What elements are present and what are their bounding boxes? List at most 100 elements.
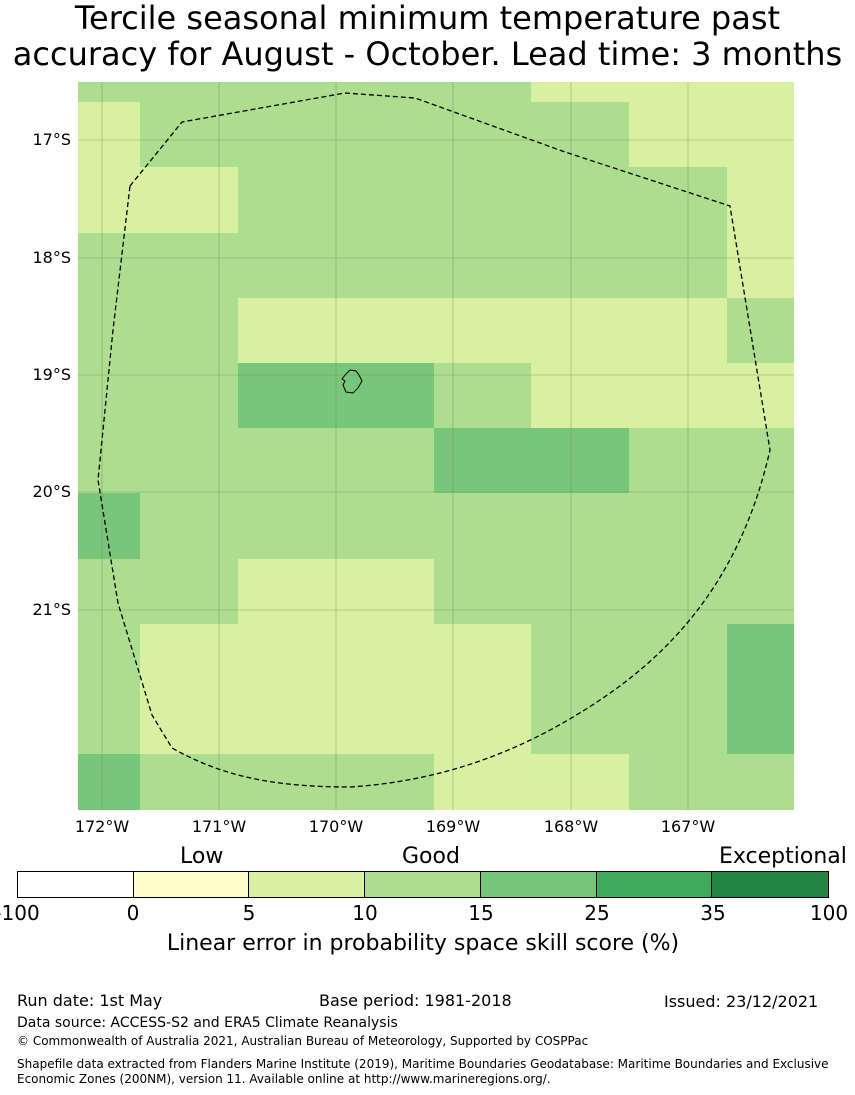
skill-cell	[727, 428, 794, 493]
skill-cell	[78, 428, 140, 493]
skill-cell	[531, 559, 629, 624]
skill-cell	[434, 82, 531, 102]
skill-cell	[727, 624, 794, 689]
skill-cell	[727, 493, 794, 559]
colorbar-tick-label: 10	[352, 901, 378, 925]
skill-cell	[140, 82, 238, 102]
skill-cell	[727, 754, 794, 810]
colorbar-segment	[18, 872, 134, 897]
skill-cell	[336, 624, 434, 689]
copyright-notice: © Commonwealth of Australia 2021, Austra…	[17, 1034, 589, 1048]
map-figure: 17°S 18°S 19°S 20°S 21°S 172°W 171°W 170…	[32, 82, 794, 836]
skill-cell	[238, 233, 336, 298]
skill-cell	[629, 363, 727, 428]
skill-cell	[531, 167, 629, 233]
skill-cell	[434, 233, 531, 298]
colorbar-tick-label: 0	[126, 901, 140, 925]
skill-cell	[336, 689, 434, 754]
skill-cell	[727, 102, 794, 167]
base-period: Base period: 1981-2018	[319, 991, 512, 1010]
skill-cell	[78, 167, 140, 233]
colorbar-segment	[249, 872, 366, 897]
lon-label: 171°W	[192, 817, 247, 836]
skill-cell	[140, 493, 238, 559]
colorbar-tick-label: 100	[809, 901, 849, 925]
graticule	[78, 82, 794, 810]
skill-cell	[629, 428, 727, 493]
skill-cell	[629, 559, 727, 624]
skill-cell	[727, 167, 794, 233]
colorbar-segment	[480, 872, 597, 897]
skill-cell	[434, 559, 531, 624]
colorbar-tick-label: 5	[242, 901, 256, 925]
skill-cell	[78, 559, 140, 624]
longitude-labels: 172°W 171°W 170°W 169°W 168°W 167°W	[75, 817, 716, 836]
skill-cell	[434, 298, 531, 363]
run-date: Run date: 1st May	[17, 991, 163, 1010]
island-outline	[341, 369, 363, 394]
lon-label: 169°W	[426, 817, 481, 836]
skill-cell	[531, 102, 629, 167]
skill-cell	[434, 754, 531, 810]
skill-cell	[727, 233, 794, 298]
lat-label: 18°S	[32, 248, 71, 267]
skill-cell	[531, 689, 629, 754]
skill-cell	[336, 754, 434, 810]
skill-cell	[78, 624, 140, 689]
shapefile-credit-line-1: Shapefile data extracted from Flanders M…	[17, 1057, 829, 1071]
skill-cell	[434, 363, 531, 428]
skill-cell	[336, 559, 434, 624]
colorbar-segment	[365, 872, 481, 897]
colorbar-category-good: Good	[402, 844, 460, 869]
lon-label: 167°W	[661, 817, 716, 836]
skill-cell	[78, 493, 140, 559]
skill-cell	[238, 298, 336, 363]
lon-label: 172°W	[75, 817, 130, 836]
skill-cell	[531, 624, 629, 689]
colorbar-segment	[133, 872, 250, 897]
skill-cell	[531, 493, 629, 559]
skill-cell	[629, 298, 727, 363]
eez-boundary	[97, 92, 771, 788]
skill-cell	[238, 624, 336, 689]
skill-cell	[336, 493, 434, 559]
skill-cell	[140, 298, 238, 363]
skill-cell	[238, 363, 336, 428]
skill-cell	[78, 102, 140, 167]
colorbar-segment	[596, 872, 713, 897]
issued-date: Issued: 23/12/2021	[664, 992, 819, 1011]
skill-cell	[140, 624, 238, 689]
skill-cell	[434, 689, 531, 754]
skill-cell	[140, 754, 238, 810]
skill-cell	[238, 102, 336, 167]
skill-cell	[238, 559, 336, 624]
colorbar-tick-label: 35	[700, 901, 726, 925]
skill-cell	[238, 493, 336, 559]
skill-cell	[140, 233, 238, 298]
lat-label: 19°S	[32, 365, 71, 384]
skill-cell	[531, 754, 629, 810]
skill-cell	[238, 428, 336, 493]
skill-cell	[629, 689, 727, 754]
skill-cell	[629, 233, 727, 298]
lon-label: 168°W	[544, 817, 599, 836]
skill-cell	[78, 298, 140, 363]
skill-cell	[140, 689, 238, 754]
colorbar-tick-label: 15	[468, 901, 494, 925]
skill-cell	[336, 233, 434, 298]
skill-cell	[140, 167, 238, 233]
colorbar	[17, 871, 829, 898]
skill-cell	[531, 428, 629, 493]
shapefile-credit-line-2: Economic Zones (200NM), version 11. Avai…	[17, 1072, 551, 1086]
skill-cell	[140, 428, 238, 493]
skill-cell	[531, 363, 629, 428]
latitude-labels: 17°S 18°S 19°S 20°S 21°S	[32, 130, 71, 619]
skill-cell	[629, 754, 727, 810]
colorbar-category-exceptional: Exceptional	[719, 844, 847, 869]
map-title-line-2: accuracy for August - October. Lead time…	[12, 35, 843, 73]
skill-cell	[629, 82, 727, 102]
skill-cell	[629, 624, 727, 689]
skill-cell	[140, 559, 238, 624]
skill-cell	[434, 624, 531, 689]
skill-cell	[336, 363, 434, 428]
